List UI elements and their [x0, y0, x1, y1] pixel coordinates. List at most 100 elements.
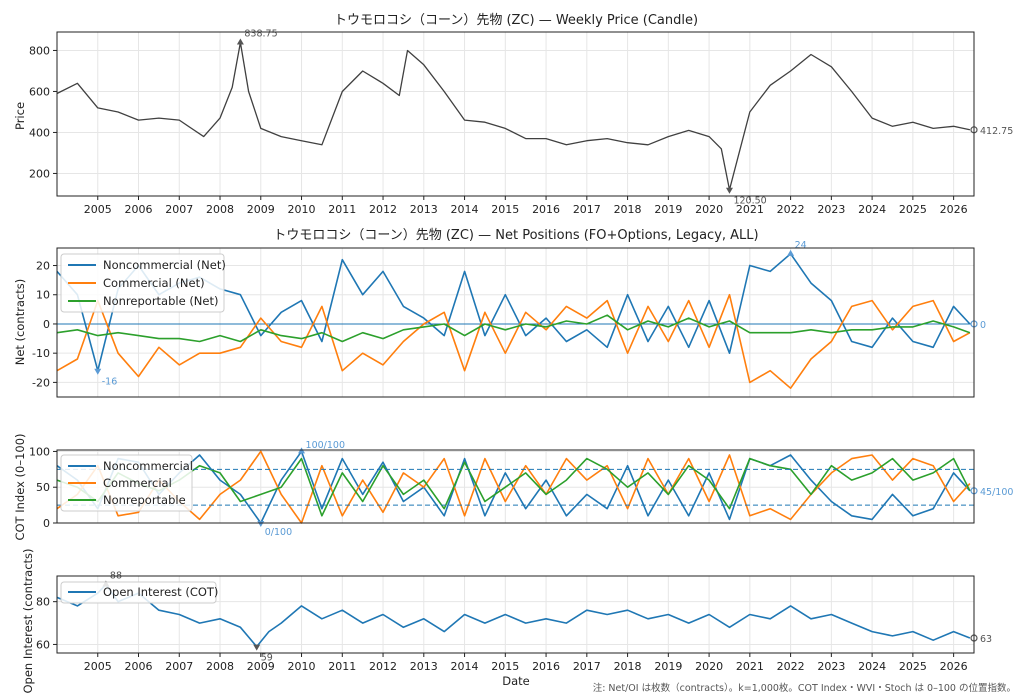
x-tick-label: 2021 — [736, 203, 764, 216]
price-y-ticks: 200 400 600 800 — [29, 44, 57, 180]
y-tick-label: 200 — [29, 167, 50, 180]
last-label: 45/100 — [980, 487, 1013, 498]
min-marker — [94, 368, 102, 375]
series-line-noncommercial — [56, 450, 971, 524]
x-tick-label: 2008 — [206, 660, 234, 673]
y-tick-label: 600 — [29, 85, 50, 98]
cot-plot-frame — [56, 449, 975, 524]
net-plot-frame — [56, 247, 975, 398]
x-axis-label: Date — [502, 674, 530, 688]
max-label: 24 — [795, 240, 807, 251]
y-tick-label: 800 — [29, 44, 50, 57]
x-tick-label: 2017 — [573, 660, 601, 673]
x-tick-label: 2012 — [369, 660, 397, 673]
net-legend: Noncommercial (Net) Commercial (Net) Non… — [60, 253, 226, 313]
x-tick-label: 2008 — [206, 203, 234, 216]
last-label: 63 — [980, 634, 992, 645]
y-tick-label: -20 — [32, 376, 50, 389]
price-y-axis-label: Price — [13, 102, 27, 130]
series-line-commercial — [56, 450, 971, 524]
series-line-open-interest-cot — [56, 583, 971, 648]
x-tick-label: 2016 — [532, 203, 560, 216]
net-y-ticks: -20 -10 0 10 20 — [32, 260, 57, 389]
x-tick-label: 2010 — [288, 660, 316, 673]
min-marker — [253, 644, 261, 651]
y-tick-label: -10 — [32, 347, 50, 360]
legend-cot-commercial: Commercial — [103, 476, 172, 490]
x-tick-label: 2009 — [247, 660, 275, 673]
net-chart-title: トウモロコシ（コーン）先物 (ZC) — Net Positions (FO+O… — [273, 228, 758, 243]
last-label: 0 — [980, 320, 986, 331]
x-tick-label: 2016 — [532, 660, 560, 673]
legend-cot-noncommercial: Noncommercial — [103, 459, 193, 473]
cot-grid — [57, 450, 974, 524]
x-tick-label: 2015 — [491, 660, 519, 673]
x-tick-label: 2026 — [940, 203, 968, 216]
net-positions-panel: トウモロコシ（コーン）先物 (ZC) — Net Positions (FO+O… — [13, 228, 986, 398]
oi-x-ticks: 2005 2006 2007 2008 2009 2010 2011 2012 2013 2014… — [84, 653, 968, 673]
cot-index-panel: COT Index (0–100) 0 50 100 100/100 0/100 45/… — [13, 433, 1013, 540]
max-marker — [236, 38, 244, 45]
net-legend-box — [60, 253, 225, 313]
legend-nonreportable-net: Nonreportable (Net) — [103, 294, 218, 308]
legend-commercial-net: Commercial (Net) — [103, 276, 205, 290]
min-label: 59 — [261, 653, 273, 664]
last-label: 412.75 — [980, 126, 1013, 137]
price-plot-frame — [56, 31, 975, 197]
x-tick-label: 2025 — [899, 660, 927, 673]
cot-legend: Noncommercial Commercial Nonreportable — [60, 454, 193, 512]
x-tick-label: 2018 — [614, 203, 642, 216]
x-tick-label: 2011 — [328, 660, 356, 673]
legend-noncommercial-net: Noncommercial (Net) — [103, 258, 226, 272]
x-tick-label: 2018 — [614, 660, 642, 673]
x-tick-label: 2012 — [369, 203, 397, 216]
y-tick-label: 80 — [36, 596, 50, 609]
x-tick-label: 2007 — [165, 660, 193, 673]
min-label: 120.50 — [733, 196, 766, 207]
x-tick-label: 2022 — [777, 660, 805, 673]
x-tick-label: 2023 — [817, 203, 845, 216]
x-tick-label: 2022 — [777, 203, 805, 216]
y-tick-label: 50 — [36, 481, 50, 494]
x-tick-label: 2019 — [654, 203, 682, 216]
max-label: 100/100 — [306, 440, 345, 451]
y-tick-label: 400 — [29, 126, 50, 139]
legend-cot-nonreportable: Nonreportable — [103, 493, 186, 507]
cot-legend-box — [60, 454, 193, 512]
cot-y-axis-label: COT Index (0–100) — [13, 433, 27, 540]
min-label: 0/100 — [265, 527, 292, 538]
series-line-commercial-net — [56, 293, 971, 390]
x-tick-label: 2010 — [288, 203, 316, 216]
x-tick-label: 2026 — [940, 660, 968, 673]
y-tick-label: 60 — [36, 638, 50, 651]
min-label: -16 — [102, 377, 118, 388]
x-tick-label: 2021 — [736, 660, 764, 673]
min-marker — [257, 521, 265, 527]
series-line-price — [56, 41, 971, 191]
y-tick-label: 0 — [43, 517, 50, 530]
y-tick-label: 100 — [29, 445, 50, 458]
series-line-nonreportable-net — [56, 314, 971, 343]
x-tick-label: 2013 — [410, 660, 438, 673]
max-label: 838.75 — [244, 29, 277, 40]
oi-legend-box — [60, 581, 217, 604]
x-tick-label: 2007 — [165, 203, 193, 216]
y-tick-label: 10 — [36, 289, 50, 302]
x-tick-label: 2024 — [858, 660, 886, 673]
max-marker — [787, 249, 795, 256]
x-tick-label: 2009 — [247, 203, 275, 216]
x-tick-label: 2023 — [817, 660, 845, 673]
y-tick-label: 20 — [36, 260, 50, 273]
oi-y-axis-label: Open Interest (contracts) — [21, 548, 35, 693]
x-tick-label: 2025 — [899, 203, 927, 216]
x-tick-label: 2020 — [695, 660, 723, 673]
x-tick-label: 2006 — [125, 203, 153, 216]
price-panel: トウモロコシ（コーン）先物 (ZC) — Weekly Price (Candl… — [13, 13, 1013, 216]
price-grid — [57, 32, 974, 196]
price-series — [56, 41, 971, 191]
x-tick-label: 2015 — [491, 203, 519, 216]
net-annotations: 24 -16 0 — [94, 240, 986, 388]
